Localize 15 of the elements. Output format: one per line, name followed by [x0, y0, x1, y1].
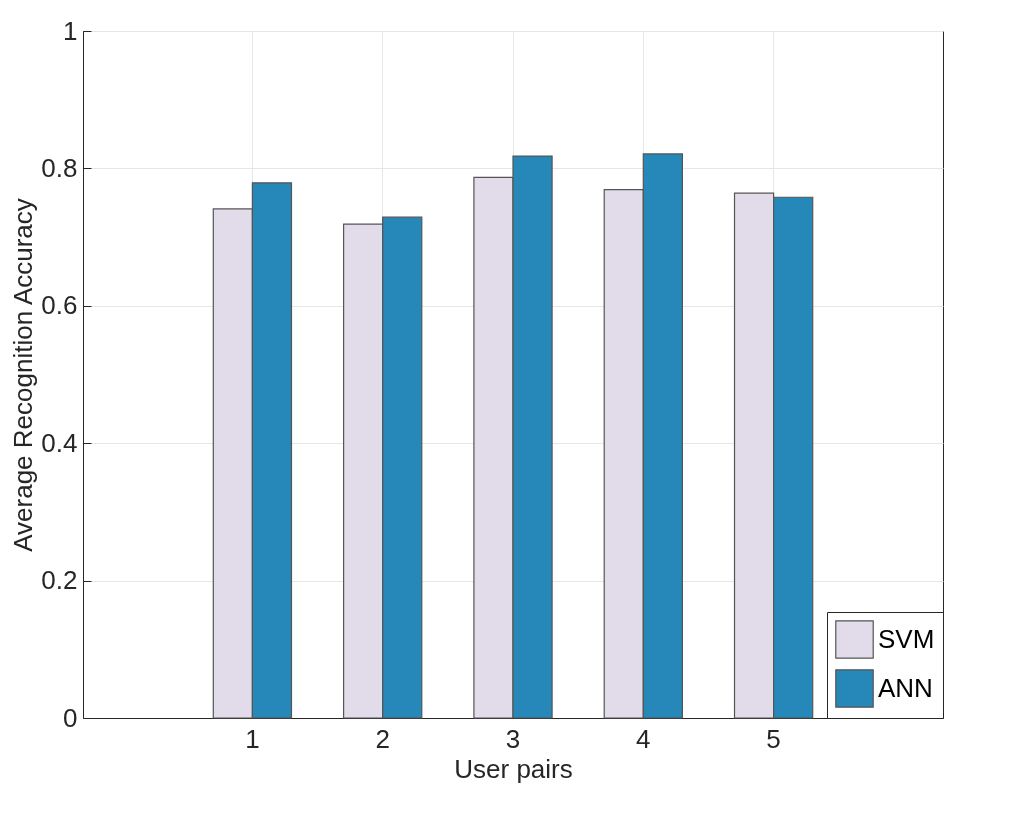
legend-label: SVM	[878, 623, 935, 654]
x-tick-label: 5	[766, 723, 781, 754]
y-tick-label: 1	[63, 15, 78, 46]
y-tick-label: 0.8	[41, 152, 78, 183]
y-tick-label: 0.4	[41, 427, 78, 458]
x-tick-label: 3	[505, 723, 521, 754]
x-tick-label: 1	[245, 723, 260, 754]
y-tick-label: 0.6	[41, 290, 78, 321]
y-tick-label: 0.2	[41, 565, 78, 596]
x-tick-label: 4	[636, 723, 651, 754]
x-tick-label: 2	[375, 723, 390, 754]
y-axis-title: Average Recognition Accuracy	[8, 198, 39, 552]
legend-label: ANN	[878, 672, 933, 703]
y-tick-label: 0	[63, 702, 78, 733]
x-axis-title: User pairs	[454, 753, 573, 784]
